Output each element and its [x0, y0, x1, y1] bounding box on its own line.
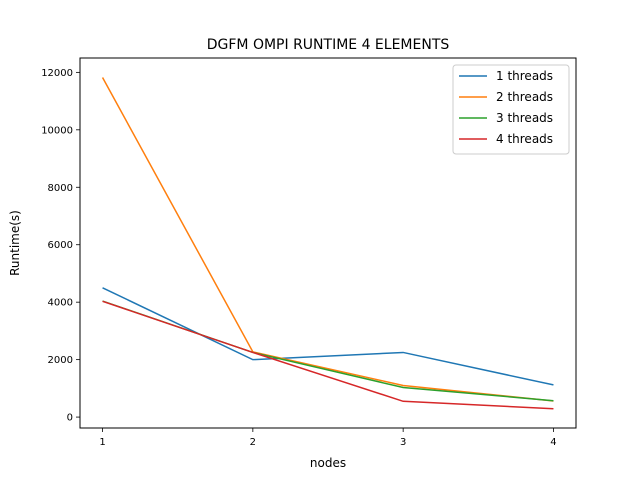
y-axis: 0 2000 4000 6000 8000 10000 12000 — [41, 68, 80, 424]
x-axis: 1 2 3 4 — [99, 428, 557, 448]
plot-lines — [101, 77, 554, 410]
x-tick-label: 4 — [550, 437, 556, 448]
legend-label: 2 threads — [496, 90, 553, 104]
y-tick-label: 0 — [67, 413, 73, 424]
legend-label: 3 threads — [496, 111, 553, 125]
x-tick-label: 3 — [400, 437, 406, 448]
y-axis-label: Runtime(s) — [8, 210, 22, 276]
series-line-4 — [102, 300, 554, 410]
legend-label: 1 threads — [496, 69, 553, 83]
y-tick-label: 4000 — [48, 298, 73, 309]
y-tick-label: 10000 — [41, 125, 73, 136]
legend-label: 4 threads — [496, 132, 553, 146]
chart-title: DGFM OMPI RUNTIME 4 ELEMENTS — [207, 37, 450, 53]
y-tick-label: 12000 — [41, 68, 73, 79]
y-tick-label: 8000 — [48, 183, 73, 194]
legend-box — [452, 64, 570, 155]
plot-frame — [79, 57, 577, 429]
x-axis-label: nodes — [310, 456, 346, 470]
x-tick-label: 2 — [250, 437, 256, 448]
y-tick-label: 2000 — [48, 355, 73, 366]
y-tick-label: 6000 — [48, 240, 73, 251]
x-tick-label: 1 — [99, 437, 105, 448]
series-line-1 — [102, 287, 554, 386]
series-line-2 — [101, 77, 554, 402]
legend: 1 threads 2 threads 3 threads 4 threads — [452, 64, 570, 155]
